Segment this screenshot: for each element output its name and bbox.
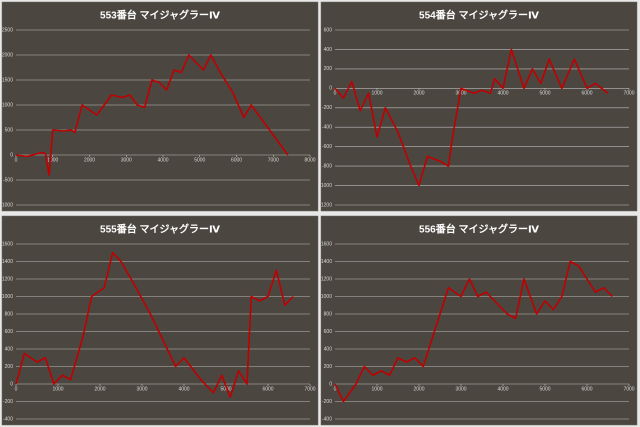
y-tick-label: -400	[322, 125, 332, 131]
y-tick-label: 200	[324, 364, 333, 370]
y-tick-label: -1200	[319, 202, 332, 208]
y-tick-label: 1200	[321, 276, 332, 282]
y-tick-label: -500	[3, 177, 13, 183]
x-tick-label: 1000	[47, 157, 58, 163]
x-tick-label: 1000	[371, 386, 382, 392]
y-tick-label: 1600	[321, 241, 332, 247]
y-tick-label: 500	[5, 127, 14, 133]
y-tick-label: 1400	[321, 259, 332, 265]
x-tick-label: 2000	[413, 91, 424, 97]
y-tick-label: 200	[5, 364, 14, 370]
y-tick-label: 200	[324, 66, 333, 72]
y-tick-label: 2000	[2, 52, 13, 58]
data-line	[334, 260, 613, 403]
y-tick-label: 1500	[2, 77, 13, 83]
data-line	[15, 54, 289, 176]
y-tick-label: -200	[322, 399, 332, 405]
y-tick-label: -400	[3, 416, 13, 422]
x-tick-label: 3000	[121, 157, 132, 163]
x-tick-label: 4000	[497, 386, 508, 392]
chart-title: 556番台 マイジャグラーⅣ	[419, 223, 539, 236]
x-tick-label: 6000	[262, 386, 273, 392]
y-tick-label: -200	[3, 399, 13, 405]
x-tick-label: 6000	[581, 386, 592, 392]
x-tick-label: 1000	[52, 386, 63, 392]
x-tick-label: 2000	[94, 386, 105, 392]
x-tick-label: 8000	[304, 157, 315, 163]
panel	[320, 1, 638, 212]
y-tick-label: 600	[324, 27, 333, 33]
y-tick-label: -600	[322, 144, 332, 150]
y-tick-label: 1000	[2, 102, 13, 108]
x-tick-label: 0	[334, 91, 337, 97]
x-tick-label: 2000	[413, 386, 424, 392]
x-tick-label: 3000	[455, 386, 466, 392]
chart-title: 553番台 マイジャグラーⅣ	[100, 9, 220, 22]
y-tick-label: 0	[329, 86, 332, 92]
x-tick-label: 0	[15, 386, 18, 392]
panel	[1, 215, 319, 426]
y-tick-label: -400	[322, 416, 332, 422]
y-tick-label: 0	[329, 381, 332, 387]
x-tick-label: 5000	[194, 157, 205, 163]
x-tick-label: 3000	[455, 91, 466, 97]
x-tick-label: 6000	[231, 157, 242, 163]
panel	[320, 215, 638, 426]
y-tick-label: 0	[10, 381, 13, 387]
x-tick-label: 7000	[268, 157, 279, 163]
y-tick-label: -800	[322, 163, 332, 169]
y-tick-label: 400	[324, 346, 333, 352]
x-tick-label: 6000	[581, 91, 592, 97]
y-tick-label: 800	[324, 311, 333, 317]
y-tick-label: -1000	[0, 202, 13, 208]
y-tick-label: 1000	[321, 294, 332, 300]
x-tick-label: 0	[15, 157, 18, 163]
x-tick-label: 4000	[157, 157, 168, 163]
y-tick-label: 1400	[2, 259, 13, 265]
y-tick-label: 800	[5, 311, 14, 317]
y-tick-label: 1600	[2, 241, 13, 247]
y-tick-label: 1200	[2, 276, 13, 282]
data-line	[334, 48, 609, 187]
x-tick-label: 0	[334, 386, 337, 392]
x-tick-label: 5000	[539, 386, 550, 392]
x-tick-label: 5000	[220, 386, 231, 392]
y-tick-label: 600	[324, 329, 333, 335]
y-tick-label: 1000	[2, 294, 13, 300]
x-tick-label: 7000	[304, 386, 315, 392]
y-tick-label: -1000	[319, 183, 332, 189]
data-line	[15, 251, 294, 398]
x-tick-label: 3000	[136, 386, 147, 392]
panel	[1, 1, 319, 212]
chart-title: 555番台 マイジャグラーⅣ	[100, 223, 220, 236]
x-tick-label: 4000	[497, 91, 508, 97]
x-tick-label: 7000	[623, 386, 634, 392]
x-tick-label: 1000	[371, 91, 382, 97]
x-tick-label: 7000	[623, 91, 634, 97]
y-tick-label: 600	[5, 329, 14, 335]
x-tick-label: 2000	[84, 157, 95, 163]
x-tick-label: 5000	[539, 91, 550, 97]
y-tick-label: 400	[5, 346, 14, 352]
y-tick-label: 2500	[2, 27, 13, 33]
y-tick-label: 400	[324, 47, 333, 53]
y-tick-label: -200	[322, 105, 332, 111]
chart-title: 554番台 マイジャグラーⅣ	[419, 9, 539, 22]
y-tick-label: 0	[10, 152, 13, 158]
x-tick-label: 4000	[178, 386, 189, 392]
